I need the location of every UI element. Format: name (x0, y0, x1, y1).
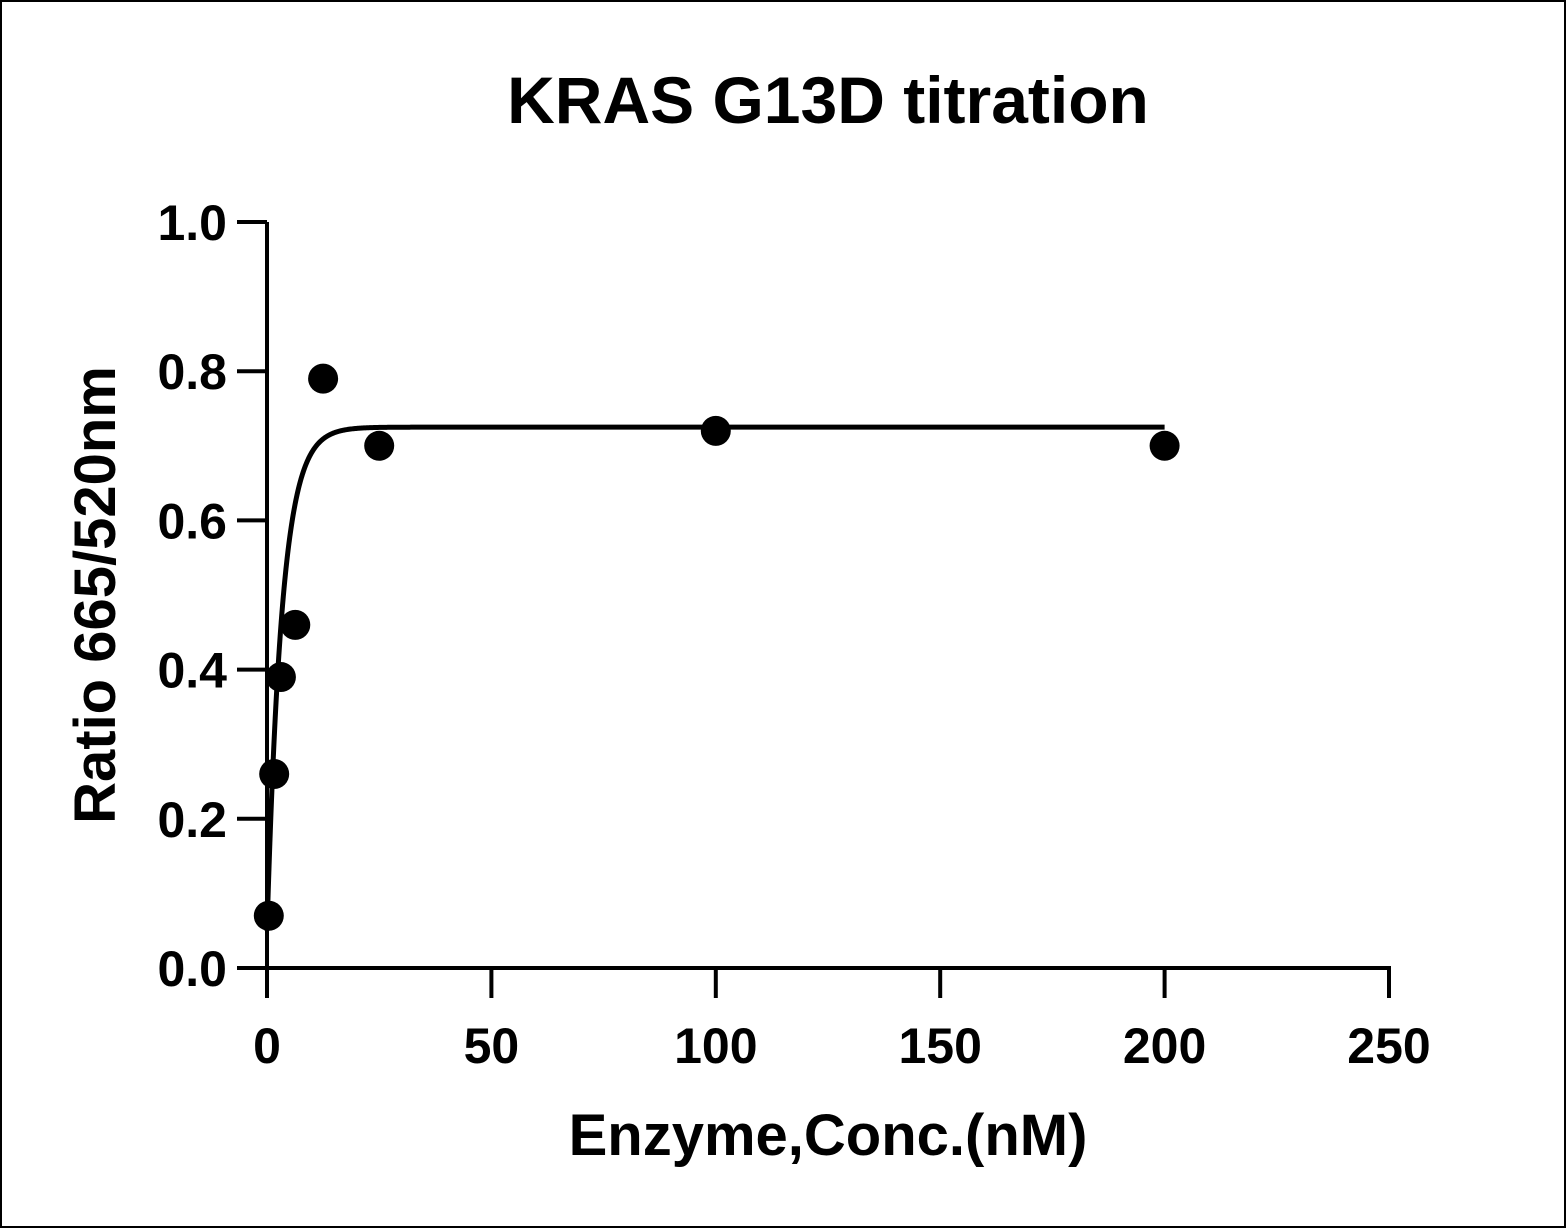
fit-curve-layer (264, 424, 1165, 934)
data-point (265, 662, 296, 693)
data-point (1149, 430, 1180, 461)
y-tick-label: 0.6 (157, 493, 227, 549)
y-axis-label: Ratio 665/520nm (63, 366, 128, 824)
data-point (308, 363, 339, 394)
y-tick-label: 0.8 (157, 344, 227, 400)
x-tick-label: 250 (1347, 1018, 1430, 1074)
x-tick-label: 100 (674, 1018, 757, 1074)
y-tick-label: 1.0 (157, 195, 227, 251)
x-tick-label: 0 (253, 1018, 281, 1074)
axes: 0 50 100 150 200 250 0.0 0.2 0.4 0.6 0.8 1.0 (157, 195, 1430, 1074)
fit-curve (264, 424, 1165, 934)
data-point (280, 609, 311, 640)
x-tick-label: 150 (898, 1018, 981, 1074)
data-point (700, 415, 731, 446)
data-point (259, 759, 290, 790)
data-points (253, 363, 1180, 931)
chart-title: KRAS G13D titration (507, 63, 1149, 137)
data-point (253, 900, 284, 931)
x-axis-label: Enzyme,Conc.(nM) (569, 1103, 1088, 1168)
y-tick-label: 0.2 (157, 792, 227, 848)
x-tick-label: 50 (464, 1018, 520, 1074)
x-tick-label: 200 (1123, 1018, 1206, 1074)
y-tick-label: 0.4 (157, 643, 227, 699)
data-point (364, 430, 395, 461)
y-tick-label: 0.0 (157, 941, 227, 997)
